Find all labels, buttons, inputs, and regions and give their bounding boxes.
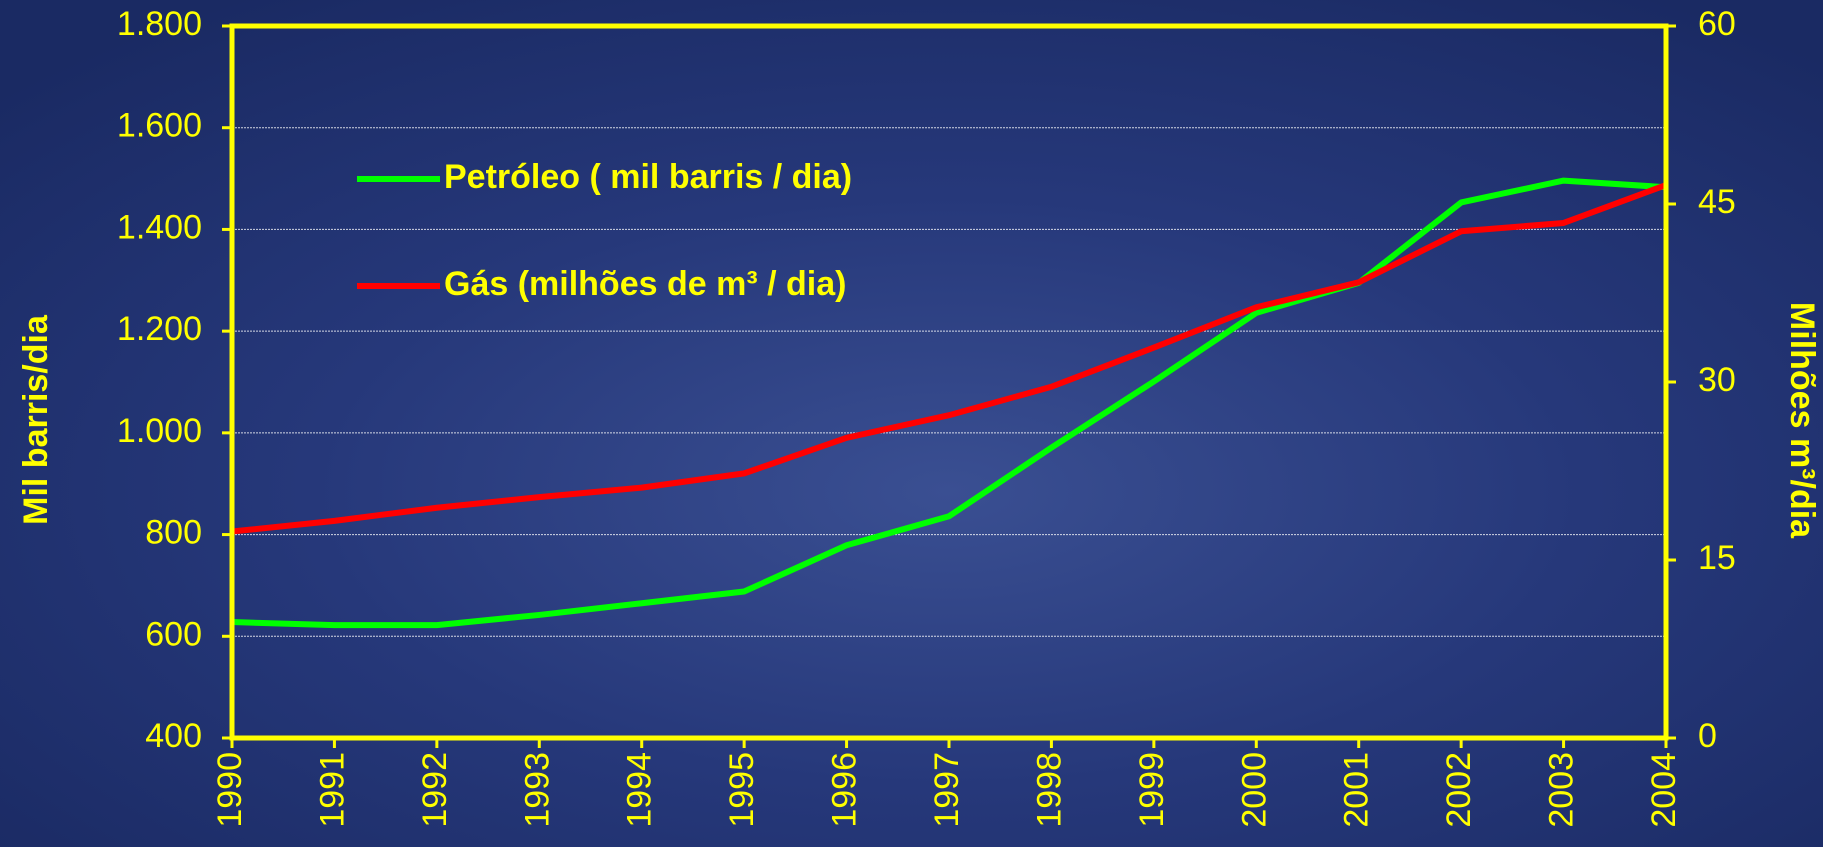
y-tick-label: 1.600 (117, 107, 202, 145)
x-tick-label: 1994 (621, 752, 659, 828)
x-tick-label: 1993 (518, 752, 556, 828)
x-tick-label: 2003 (1543, 752, 1581, 828)
x-tick-label: 1992 (416, 752, 454, 828)
x-tick-label: 2004 (1645, 752, 1683, 828)
x-tick-label: 1997 (928, 752, 966, 828)
y-tick-label: 1.800 (117, 5, 202, 43)
x-tick-label: 1998 (1030, 752, 1068, 828)
x-tick-label: 2002 (1440, 752, 1478, 828)
x-tick-label: 1990 (211, 752, 249, 828)
x-tick-label: 1999 (1133, 752, 1171, 828)
y-tick-label: 1.200 (117, 310, 202, 348)
y-tick-label: 800 (145, 514, 202, 552)
y2-tick-label: 60 (1698, 5, 1736, 43)
y2-axis-title: Milhões m³/dia (1783, 302, 1821, 539)
y2-tick-label: 0 (1698, 717, 1717, 755)
y2-tick-label: 45 (1698, 183, 1736, 221)
legend-label: Gás (milhões de m³ / dia) (444, 265, 846, 303)
y-tick-label: 1.000 (117, 412, 202, 450)
y2-tick-label: 15 (1698, 539, 1736, 577)
chart: Mil barris/dia Milhões m³/dia 4006008001… (0, 0, 1823, 847)
x-tick-label: 1996 (826, 752, 864, 828)
legend-label: Petróleo ( mil barris / dia) (444, 158, 852, 196)
y-tick-label: 600 (145, 615, 202, 653)
y-axis-title: Mil barris/dia (17, 314, 55, 525)
x-tick-label: 1995 (723, 752, 761, 828)
x-tick-label: 1991 (313, 752, 351, 828)
y-tick-label: 1.400 (117, 208, 202, 246)
x-tick-label: 2001 (1338, 752, 1376, 828)
y2-tick-label: 30 (1698, 361, 1736, 399)
y-tick-label: 400 (145, 717, 202, 755)
x-tick-label: 2000 (1235, 752, 1273, 828)
